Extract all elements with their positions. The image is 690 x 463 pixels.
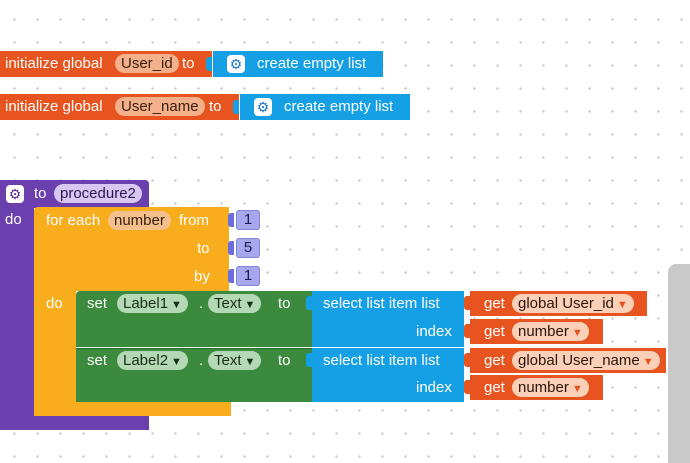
var-name-field[interactable]: User_name <box>115 97 205 116</box>
select-list-item-block[interactable] <box>312 348 464 402</box>
by-label: by <box>194 268 210 285</box>
get-label: get <box>484 323 505 340</box>
component-dropdown[interactable]: Label2 ▼ <box>117 351 188 370</box>
dropdown-caret-icon: ▼ <box>642 356 654 368</box>
to-label: to <box>197 240 210 257</box>
socket-connector <box>464 296 470 310</box>
get-label: get <box>484 295 505 312</box>
property-dropdown[interactable]: Text ▼ <box>208 294 262 313</box>
var-name-field[interactable]: User_id <box>115 54 179 73</box>
gear-icon[interactable]: ⚙ <box>254 98 272 116</box>
select-list-item-label: select list item list <box>323 295 440 312</box>
workspace-scrollbar[interactable] <box>668 264 690 463</box>
dot-label: . <box>199 352 204 369</box>
component-dropdown[interactable]: Label1 ▼ <box>117 294 188 313</box>
dropdown-caret-icon: ▼ <box>571 383 583 395</box>
by-number-block[interactable]: 1 <box>236 266 260 286</box>
get-label: get <box>484 352 505 369</box>
socket-connector <box>306 296 312 310</box>
to-label: to <box>209 98 222 115</box>
to-label: to <box>278 352 291 369</box>
gear-icon[interactable]: ⚙ <box>6 185 24 203</box>
socket-connector <box>464 380 470 394</box>
do-label: do <box>5 211 22 228</box>
from-label: from <box>179 212 209 229</box>
to-label: to <box>34 185 47 202</box>
index-label: index <box>416 379 452 396</box>
dropdown-caret-icon: ▼ <box>244 299 256 311</box>
gear-icon[interactable]: ⚙ <box>227 55 245 73</box>
socket-connector <box>233 100 239 114</box>
from-number-block[interactable]: 1 <box>236 210 260 230</box>
select-list-item-block[interactable] <box>312 291 464 347</box>
dropdown-caret-icon: ▼ <box>571 327 583 339</box>
variable-dropdown[interactable]: number ▼ <box>512 378 589 397</box>
dropdown-caret-icon: ▼ <box>616 299 628 311</box>
to-label: to <box>278 295 291 312</box>
set-label2-text-block[interactable] <box>76 348 312 402</box>
for-each-body-rail <box>34 291 76 406</box>
dropdown-caret-icon: ▼ <box>244 356 256 368</box>
get-label: get <box>484 379 505 396</box>
procedure-body-rail <box>0 208 34 418</box>
variable-dropdown[interactable]: global User_name ▼ <box>512 351 660 370</box>
socket-connector <box>228 213 234 227</box>
socket-connector <box>464 324 470 338</box>
socket-connector <box>306 353 312 367</box>
index-label: index <box>416 323 452 340</box>
to-number-block[interactable]: 5 <box>236 238 260 258</box>
socket-connector <box>464 353 470 367</box>
variable-dropdown[interactable]: number ▼ <box>512 322 589 341</box>
socket-connector <box>228 241 234 255</box>
dropdown-caret-icon: ▼ <box>171 356 182 368</box>
to-label: to <box>182 55 195 72</box>
create-empty-list-label: create empty list <box>257 55 367 72</box>
for-each-label: for each <box>46 212 101 229</box>
for-each-footer <box>34 402 231 416</box>
variable-dropdown[interactable]: global User_id ▼ <box>512 294 634 313</box>
init-label: initialize global <box>5 98 103 115</box>
create-empty-list-label: create empty list <box>284 98 394 115</box>
init-label: initialize global <box>5 55 103 72</box>
socket-connector <box>206 57 212 71</box>
set-label: set <box>87 352 108 369</box>
procedure-footer <box>0 416 149 430</box>
select-list-item-label: select list item list <box>323 352 440 369</box>
property-dropdown[interactable]: Text ▼ <box>208 351 262 370</box>
procedure-name-field[interactable]: procedure2 <box>54 184 142 203</box>
loop-var-field[interactable]: number <box>108 211 171 230</box>
do-label: do <box>46 295 63 312</box>
dot-label: . <box>199 295 204 312</box>
set-label1-text-block[interactable] <box>76 291 312 347</box>
socket-connector <box>228 269 234 283</box>
set-label: set <box>87 295 108 312</box>
dropdown-caret-icon: ▼ <box>171 299 182 311</box>
